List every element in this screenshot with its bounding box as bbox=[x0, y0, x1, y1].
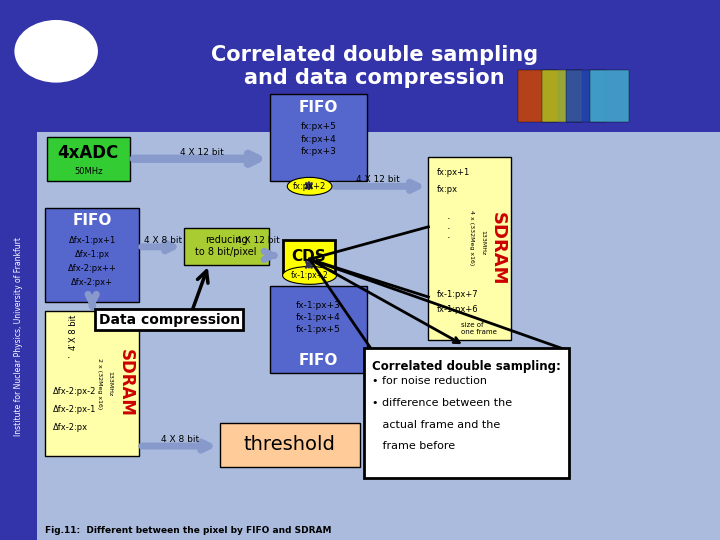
Text: • for noise reduction: • for noise reduction bbox=[372, 376, 487, 387]
FancyBboxPatch shape bbox=[364, 348, 569, 478]
Text: SDRAM: SDRAM bbox=[490, 212, 507, 285]
FancyBboxPatch shape bbox=[270, 286, 367, 373]
Text: 9 X
+po: 9 X +po bbox=[369, 436, 386, 455]
FancyBboxPatch shape bbox=[590, 70, 629, 122]
Text: .: . bbox=[446, 231, 450, 240]
Text: fx-1:px+4: fx-1:px+4 bbox=[296, 313, 341, 322]
FancyBboxPatch shape bbox=[37, 132, 720, 540]
FancyBboxPatch shape bbox=[45, 208, 139, 302]
Text: FIFO: FIFO bbox=[73, 213, 112, 228]
FancyBboxPatch shape bbox=[542, 70, 582, 122]
FancyBboxPatch shape bbox=[184, 228, 269, 265]
Text: 4 X 8 bit: 4 X 8 bit bbox=[69, 314, 78, 350]
Text: fx:px+4: fx:px+4 bbox=[301, 135, 336, 144]
Text: fx:px: fx:px bbox=[437, 185, 458, 193]
Text: size of
one frame: size of one frame bbox=[461, 322, 497, 335]
Text: SDRAM: SDRAM bbox=[117, 349, 135, 417]
Text: fx-1:px+3: fx-1:px+3 bbox=[296, 301, 341, 309]
Text: fx:px+1: fx:px+1 bbox=[437, 168, 470, 177]
Text: actual frame and the: actual frame and the bbox=[372, 420, 500, 430]
FancyBboxPatch shape bbox=[270, 94, 367, 181]
Text: Fig.11:  Different between the pixel by FIFO and SDRAM: Fig.11: Different between the pixel by F… bbox=[45, 526, 331, 535]
Text: 4 X 8 bit: 4 X 8 bit bbox=[161, 435, 199, 444]
Text: 4 X 12 bit: 4 X 12 bit bbox=[356, 175, 400, 184]
Text: 4xADC: 4xADC bbox=[58, 144, 119, 163]
Text: Institute for Nuclear Physics, University of Frankfurt: Institute for Nuclear Physics, Universit… bbox=[14, 237, 23, 436]
Text: Data compression: Data compression bbox=[99, 313, 240, 327]
Text: .: . bbox=[446, 211, 450, 221]
Ellipse shape bbox=[287, 177, 332, 195]
FancyBboxPatch shape bbox=[220, 423, 360, 467]
Text: fx:px+2: fx:px+2 bbox=[293, 182, 326, 191]
Text: CDS: CDS bbox=[292, 249, 326, 264]
Text: 4 X 12 bit: 4 X 12 bit bbox=[180, 148, 223, 157]
Text: fx-1:px+6: fx-1:px+6 bbox=[437, 305, 479, 314]
Text: fx-1:px+5: fx-1:px+5 bbox=[296, 326, 341, 334]
Text: Correlated double sampling
and data compression: Correlated double sampling and data comp… bbox=[211, 45, 538, 88]
Text: Δfx-1:px+1: Δfx-1:px+1 bbox=[68, 236, 116, 245]
Text: fx:px+5: fx:px+5 bbox=[301, 123, 336, 131]
FancyBboxPatch shape bbox=[283, 240, 335, 273]
Text: 133MHz: 133MHz bbox=[108, 371, 112, 396]
Text: 133MHz: 133MHz bbox=[480, 231, 485, 255]
FancyBboxPatch shape bbox=[566, 70, 606, 122]
Text: Correlated double sampling:: Correlated double sampling: bbox=[372, 360, 561, 373]
Text: .: . bbox=[67, 338, 71, 348]
Text: FIFO: FIFO bbox=[299, 100, 338, 116]
Text: .: . bbox=[67, 350, 71, 360]
Text: Δfx-2:px+: Δfx-2:px+ bbox=[71, 278, 113, 287]
Text: fx:px+3: fx:px+3 bbox=[301, 147, 336, 156]
Text: 50MHz: 50MHz bbox=[74, 167, 102, 176]
Circle shape bbox=[14, 20, 98, 83]
Ellipse shape bbox=[283, 266, 337, 284]
Text: threshold: threshold bbox=[244, 435, 336, 455]
Text: Δfx-2:px: Δfx-2:px bbox=[53, 423, 88, 431]
Text: 4 X 12 bit: 4 X 12 bit bbox=[236, 236, 279, 245]
Text: 4 x (332Meg x16): 4 x (332Meg x16) bbox=[469, 210, 474, 265]
Text: .: . bbox=[446, 221, 450, 231]
Text: Δfx-2:px-1: Δfx-2:px-1 bbox=[53, 405, 96, 414]
FancyBboxPatch shape bbox=[518, 70, 558, 122]
Text: FIFO: FIFO bbox=[299, 353, 338, 368]
Text: Δfx-2:px-2: Δfx-2:px-2 bbox=[53, 387, 96, 396]
FancyBboxPatch shape bbox=[47, 137, 130, 181]
FancyBboxPatch shape bbox=[45, 310, 139, 456]
Text: reducing
to 8 bit/pixel: reducing to 8 bit/pixel bbox=[195, 235, 257, 257]
Text: fx-1:px+2: fx-1:px+2 bbox=[291, 271, 328, 280]
Text: 4 X 8 bit: 4 X 8 bit bbox=[144, 236, 181, 245]
Text: 2 x (32Meg x16): 2 x (32Meg x16) bbox=[97, 358, 102, 409]
Text: Δfx-1:px: Δfx-1:px bbox=[75, 250, 109, 259]
Text: Δfx-2:px++: Δfx-2:px++ bbox=[68, 264, 117, 273]
FancyBboxPatch shape bbox=[0, 132, 37, 540]
Text: • difference between the: • difference between the bbox=[372, 398, 513, 408]
FancyBboxPatch shape bbox=[428, 157, 511, 340]
Text: fx-1:px+7: fx-1:px+7 bbox=[437, 290, 479, 299]
Text: frame before: frame before bbox=[372, 441, 455, 451]
FancyBboxPatch shape bbox=[0, 0, 720, 132]
